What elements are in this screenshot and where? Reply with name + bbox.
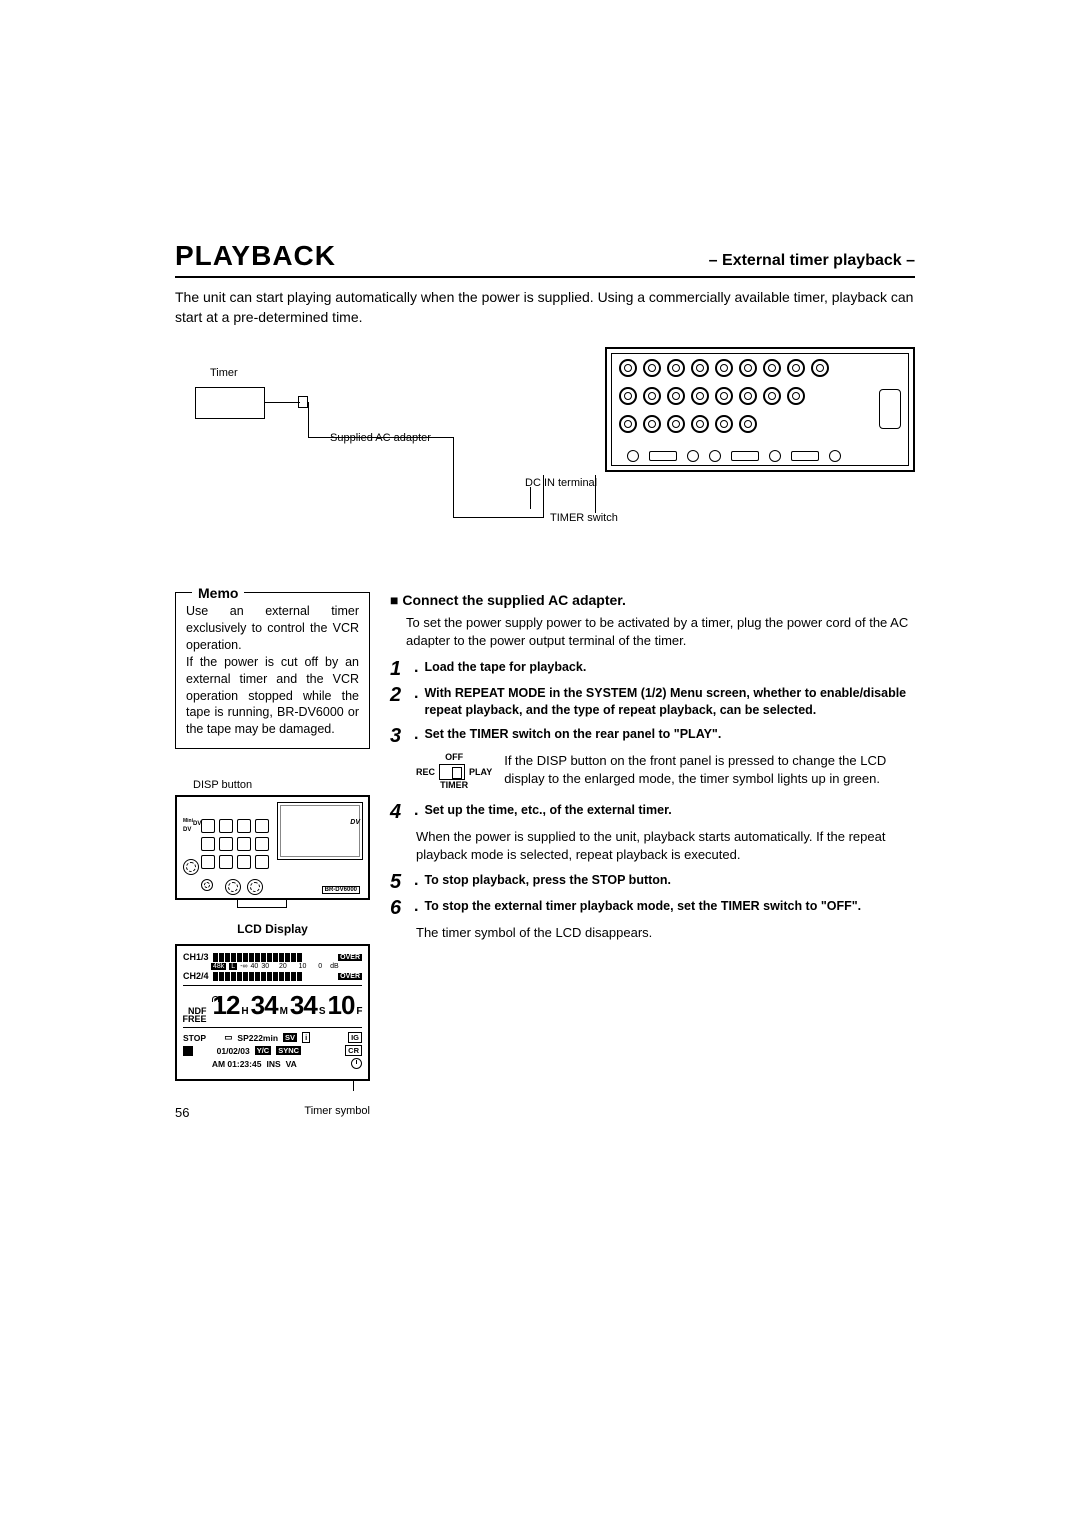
stop-icon xyxy=(183,1046,193,1056)
sp-label: SP222min xyxy=(237,1033,278,1043)
clock-icon xyxy=(351,1058,362,1069)
step-1: Load the tape for playback. xyxy=(424,659,915,679)
step-4: Set up the time, etc., of the external t… xyxy=(424,802,915,822)
timer-switch-diagram: OFF REC PLAY TIMER xyxy=(416,752,492,790)
step-6-sub: The timer symbol of the LCD disappears. xyxy=(416,924,915,942)
device-front-panel: MiniDVDV DV BR-DV6000 xyxy=(175,795,370,900)
connection-diagram: Timer Supplied AC adapter xyxy=(175,347,915,572)
intro-text: The unit can start playing automatically… xyxy=(175,288,915,327)
rs-port xyxy=(879,389,901,429)
stop-label: STOP xyxy=(183,1033,206,1043)
step-6: To stop the external timer playback mode… xyxy=(424,898,915,918)
ch13-label: CH1/3 xyxy=(183,952,209,962)
disp-button-label: DISP button xyxy=(193,779,370,791)
memo-p2: If the power is cut off by an external t… xyxy=(186,654,359,738)
ch24-label: CH2/4 xyxy=(183,971,209,981)
step-3-desc: If the DISP button on the front panel is… xyxy=(504,752,915,788)
timer-box xyxy=(195,387,265,419)
dv-badge: DV xyxy=(350,819,360,826)
dcin-label: DC IN terminal xyxy=(525,477,597,490)
lcd-display-title: LCD Display xyxy=(175,922,370,936)
date-label: 01/02/03 xyxy=(217,1046,250,1056)
timer-symbol-label: Timer symbol xyxy=(175,1105,370,1117)
rear-panel xyxy=(605,347,915,472)
over-badge-2: OVER xyxy=(338,973,362,980)
memo-title: Memo xyxy=(192,584,244,603)
ac-adapter-label: Supplied AC adapter xyxy=(330,432,431,444)
model-badge: BR-DV6000 xyxy=(322,886,360,894)
memo-box: Memo Use an external timer exclusively t… xyxy=(175,592,370,749)
timecode-row: NDFFREE 12H 34M 34S 10F xyxy=(183,990,362,1023)
step-5: To stop playback, press the STOP button. xyxy=(424,872,915,892)
memo-p1: Use an external timer exclusively to con… xyxy=(186,603,359,654)
lcd-display: CH1/3 OVER 48k L -∞ 40 30 20 10 0 dB xyxy=(175,944,370,1081)
timer-label: Timer xyxy=(210,367,238,379)
step-2: With REPEAT MODE in the SYSTEM (1/2) Men… xyxy=(424,685,915,720)
connect-heading: Connect the supplied AC adapter. xyxy=(390,592,915,608)
page-subtitle: – External timer playback – xyxy=(709,252,915,270)
timer-switch-label: TIMER switch xyxy=(550,512,618,524)
page-number: 56 xyxy=(175,1105,189,1120)
tape-slot xyxy=(237,898,287,908)
step-4-sub: When the power is supplied to the unit, … xyxy=(416,828,915,864)
over-badge: OVER xyxy=(338,954,362,961)
page-title: PLAYBACK xyxy=(175,240,709,272)
connect-body: To set the power supply power to be acti… xyxy=(406,614,915,650)
step-3: Set the TIMER switch on the rear panel t… xyxy=(424,726,915,746)
time-label: AM 01:23:45 xyxy=(212,1059,262,1069)
